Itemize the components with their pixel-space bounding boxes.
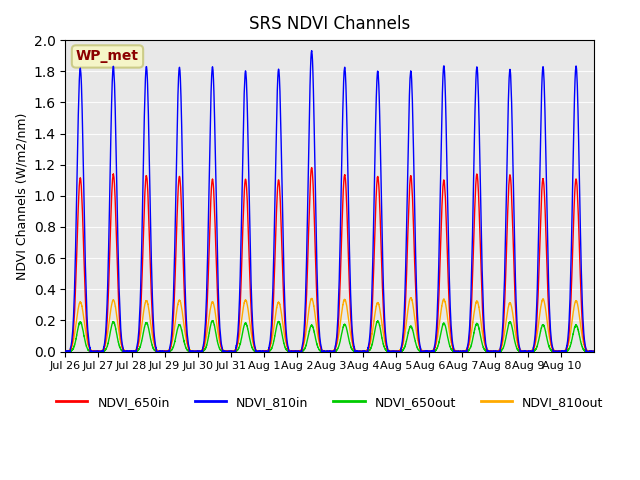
Title: SRS NDVI Channels: SRS NDVI Channels <box>249 15 410 33</box>
Legend: NDVI_650in, NDVI_810in, NDVI_650out, NDVI_810out: NDVI_650in, NDVI_810in, NDVI_650out, NDV… <box>51 391 609 414</box>
Y-axis label: NDVI Channels (W/m2/nm): NDVI Channels (W/m2/nm) <box>15 112 28 279</box>
Text: WP_met: WP_met <box>76 49 139 63</box>
